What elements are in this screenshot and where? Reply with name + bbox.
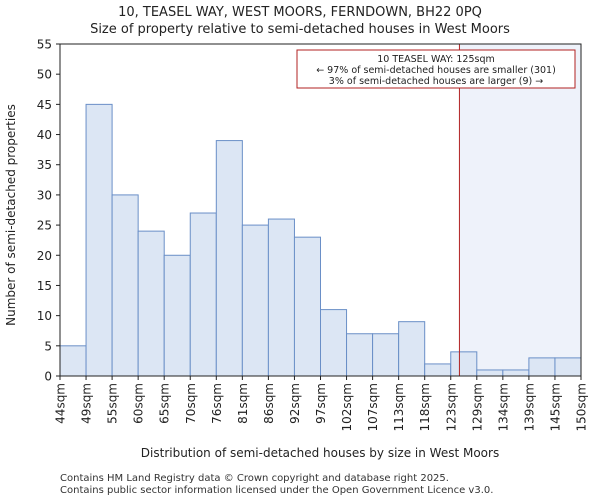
chart-subtitle: Size of property relative to semi-detach… — [90, 22, 510, 37]
footer-licence: Contains public sector information licen… — [60, 485, 494, 496]
x-tick-label: 92sqm — [288, 383, 302, 424]
histogram-bar — [554, 357, 582, 377]
x-tick-label: 76sqm — [210, 383, 224, 424]
y-axis-label: Number of semi-detached properties — [4, 104, 18, 326]
histogram-bar — [59, 345, 87, 377]
histogram-bar — [398, 321, 426, 377]
histogram-bar — [111, 194, 139, 377]
x-tick-label: 81sqm — [236, 383, 250, 424]
histogram-bar — [372, 333, 400, 377]
histogram-bar — [267, 218, 295, 377]
y-tick-label: 35 — [37, 158, 52, 172]
x-tick-label: 102sqm — [340, 383, 354, 431]
annotation-line-2: ← 97% of semi-detached houses are smalle… — [316, 65, 556, 76]
y-tick-label: 20 — [37, 249, 52, 263]
x-tick-label: 70sqm — [184, 383, 198, 424]
histogram-bar — [346, 333, 374, 377]
y-tick-label: 25 — [37, 219, 52, 233]
y-tick-label: 10 — [37, 309, 52, 323]
y-tick-label: 30 — [37, 188, 52, 202]
histogram-bar — [293, 236, 322, 377]
histogram-bar — [450, 351, 478, 377]
y-tick-label: 55 — [37, 38, 52, 52]
x-tick-label: 139sqm — [522, 383, 536, 431]
larger-region-highlight — [459, 44, 581, 376]
y-tick-label: 50 — [37, 68, 52, 82]
x-tick-label: 134sqm — [496, 383, 510, 431]
histogram-bar — [241, 224, 269, 377]
y-tick-label: 5 — [44, 339, 52, 353]
histogram-bar — [424, 363, 452, 377]
x-tick-label: 60sqm — [132, 383, 146, 424]
x-tick-label: 150sqm — [575, 383, 589, 431]
x-tick-label: 97sqm — [314, 383, 328, 424]
histogram-bar — [189, 212, 217, 377]
y-tick-label: 0 — [44, 370, 52, 384]
histogram-bar — [85, 103, 113, 377]
histogram-bar — [163, 254, 191, 377]
x-tick-label: 123sqm — [444, 383, 458, 431]
x-tick-label: 55sqm — [106, 383, 120, 424]
histogram-bar — [502, 369, 530, 377]
x-tick-label: 107sqm — [366, 383, 380, 431]
histogram-bar — [320, 309, 348, 377]
x-tick-label: 129sqm — [470, 383, 484, 431]
annotation-line-1: 10 TEASEL WAY: 125sqm — [377, 54, 495, 65]
x-tick-label: 44sqm — [54, 383, 68, 424]
chart-title: 10, TEASEL WAY, WEST MOORS, FERNDOWN, BH… — [118, 5, 482, 20]
y-tick-label: 40 — [37, 128, 52, 142]
y-tick-label: 15 — [37, 279, 52, 293]
footer-copyright: Contains HM Land Registry data © Crown c… — [60, 473, 449, 484]
x-tick-label: 113sqm — [392, 383, 406, 431]
x-tick-label: 86sqm — [262, 383, 276, 424]
x-tick-label: 118sqm — [418, 383, 432, 431]
x-tick-label: 65sqm — [158, 383, 172, 424]
histogram-bar — [528, 357, 556, 377]
x-tick-label: 145sqm — [548, 383, 562, 431]
histogram-bar — [215, 140, 243, 377]
histogram-bar — [137, 230, 165, 377]
histogram-bar — [476, 369, 504, 377]
y-tick-label: 45 — [37, 98, 52, 112]
x-tick-label: 49sqm — [80, 383, 94, 424]
x-axis-label: Distribution of semi-detached houses by … — [141, 446, 499, 460]
annotation-line-3: 3% of semi-detached houses are larger (9… — [329, 76, 543, 87]
annotation-box: 10 TEASEL WAY: 125sqm ← 97% of semi-deta… — [296, 49, 576, 89]
